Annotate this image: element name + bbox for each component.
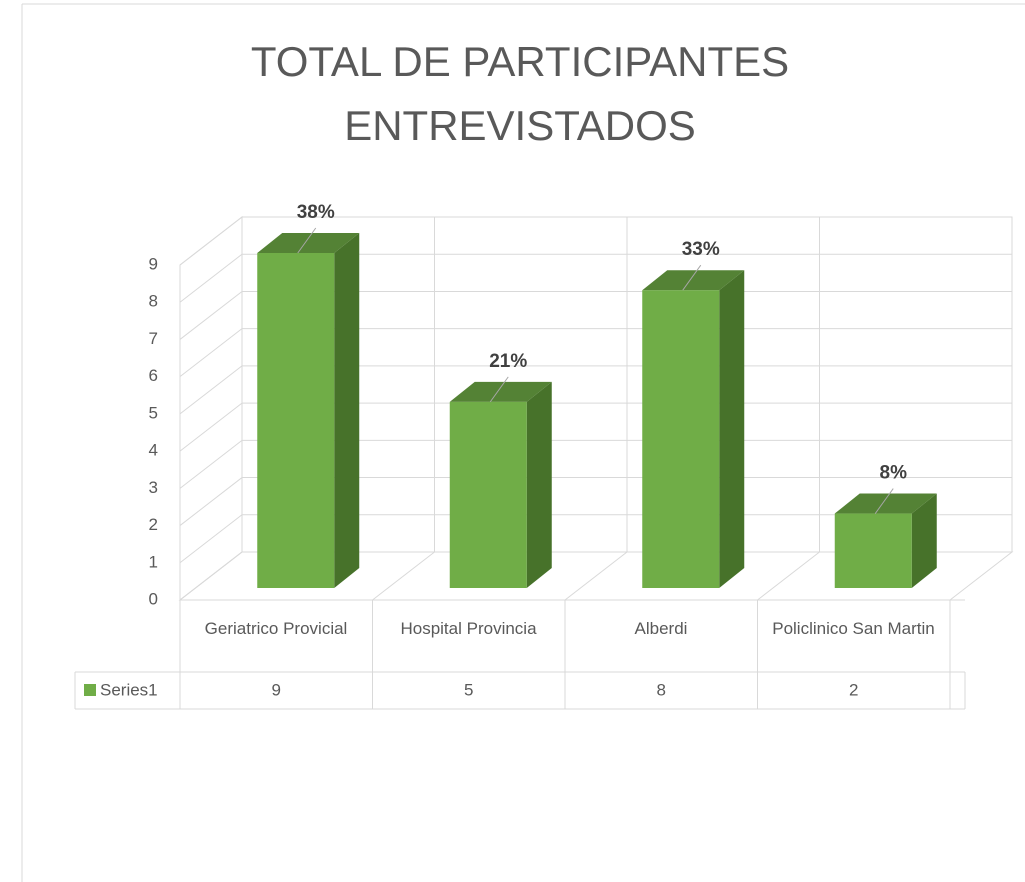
y-tick-label: 7 (149, 329, 158, 348)
bar-top (642, 270, 745, 291)
chart-title: TOTAL DE PARTICIPANTES ENTREVISTADOS (250, 38, 790, 149)
x-tick-label: Policlinico San Martin (772, 619, 935, 638)
grid-line (179, 328, 1012, 378)
table-value: 9 (272, 680, 281, 699)
data-label: 21% (489, 351, 527, 372)
leader-line (297, 227, 317, 254)
y-tick-label: 3 (149, 478, 158, 497)
grid-line (179, 402, 1012, 452)
grid-line (179, 290, 1012, 340)
grid-line (179, 365, 1012, 415)
y-tick-label: 4 (149, 441, 158, 460)
grid-line (179, 216, 1012, 266)
bar-side (526, 381, 552, 588)
leader-line (489, 376, 509, 403)
y-tick-label: 9 (149, 254, 158, 273)
floor-divider (757, 551, 820, 601)
grid-line (179, 551, 1012, 601)
bar (642, 290, 720, 588)
side-wall (179, 215, 243, 602)
y-tick-label: 6 (149, 366, 158, 385)
y-tick-label: 8 (149, 292, 158, 311)
grid-line (179, 514, 1012, 564)
leader-line (682, 264, 702, 291)
y-tick-label: 5 (149, 403, 158, 422)
grid-line (179, 253, 1012, 303)
x-tick-label: Alberdi (634, 619, 688, 638)
bar (449, 401, 527, 588)
table-value: 2 (849, 680, 858, 699)
table-value: 5 (464, 680, 473, 699)
leader-line (874, 488, 894, 514)
floor-divider (372, 551, 435, 601)
data-label: 38% (297, 202, 335, 223)
y-tick-label: 1 (149, 552, 158, 571)
y-tick-label: 0 (149, 589, 158, 608)
bar-side (719, 270, 745, 588)
data-label: 33% (682, 239, 720, 260)
grid-line (179, 477, 1012, 526)
bar-side (334, 233, 360, 588)
bar (257, 253, 335, 588)
legend-swatch (84, 684, 96, 696)
bar-top (257, 233, 360, 253)
y-tick-label: 2 (149, 515, 158, 534)
bar-top (449, 381, 552, 402)
table-value: 8 (657, 680, 666, 699)
grid-line (179, 439, 1012, 489)
bar (834, 513, 912, 588)
data-label: 8% (880, 463, 908, 484)
floor-divider (564, 551, 628, 601)
x-tick-label: Hospital Provincia (400, 619, 537, 638)
bar-top (834, 493, 937, 514)
legend-label: Series1 (100, 680, 158, 699)
x-tick-label: Geriatrico Provicial (204, 619, 348, 638)
bar-side (911, 493, 937, 588)
